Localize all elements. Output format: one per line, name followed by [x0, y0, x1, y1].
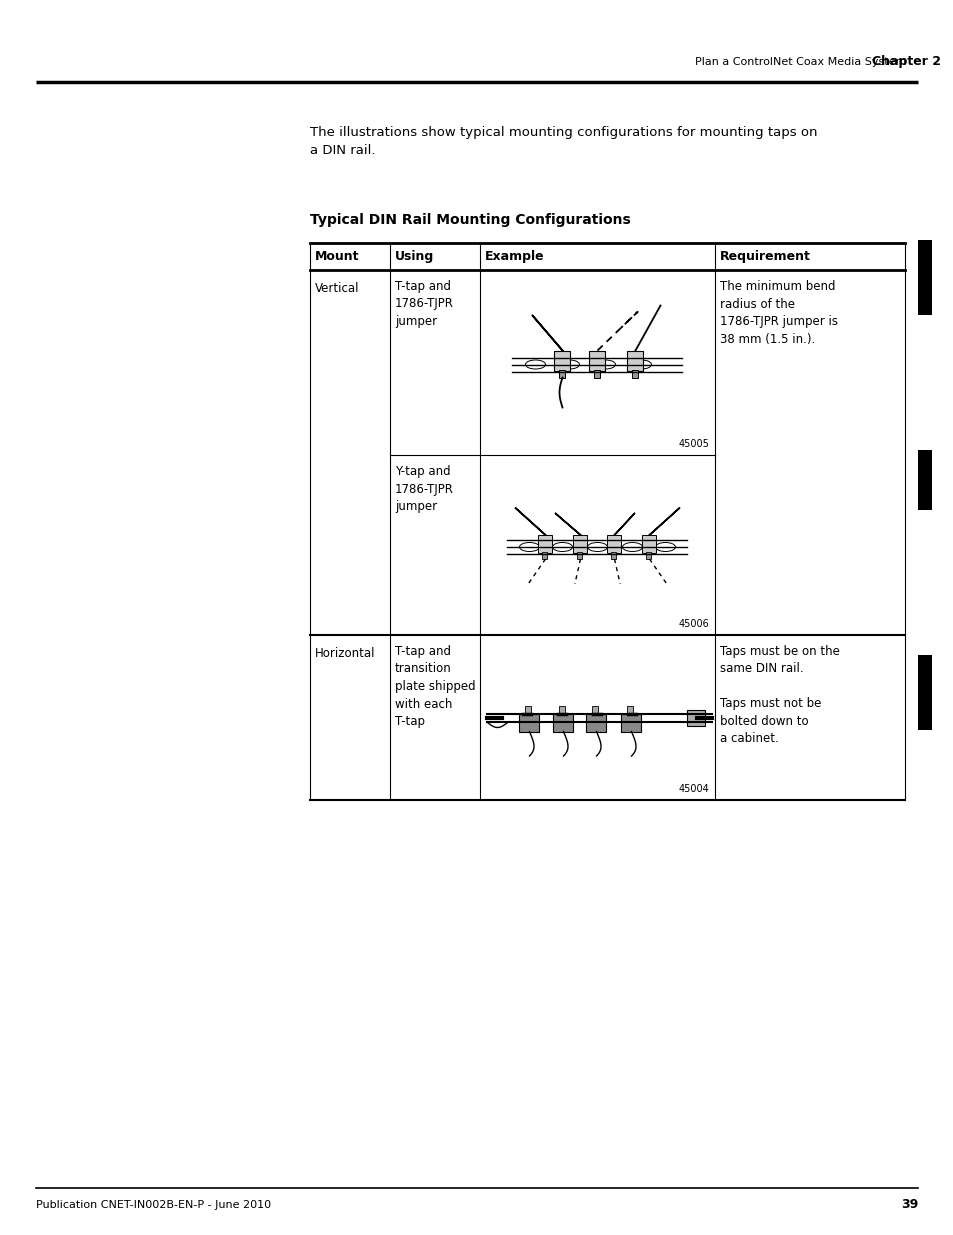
Bar — [917, 240, 931, 315]
Text: Mount: Mount — [314, 249, 359, 263]
Text: Example: Example — [484, 249, 544, 263]
Bar — [542, 552, 547, 559]
Bar — [586, 714, 606, 731]
Text: The illustrations show typical mounting configurations for mounting taps on
a DI: The illustrations show typical mounting … — [310, 126, 817, 157]
Text: 45004: 45004 — [678, 784, 708, 794]
Text: Publication CNET-IN002B-EN-P - June 2010: Publication CNET-IN002B-EN-P - June 2010 — [36, 1200, 271, 1210]
Bar — [525, 705, 531, 714]
Text: Typical DIN Rail Mounting Configurations: Typical DIN Rail Mounting Configurations — [310, 212, 630, 227]
Text: The minimum bend
radius of the
1786-TJPR jumper is
38 mm (1.5 in.).: The minimum bend radius of the 1786-TJPR… — [720, 280, 837, 346]
Text: Vertical: Vertical — [314, 282, 359, 295]
Text: Chapter 2: Chapter 2 — [871, 56, 940, 68]
Bar — [627, 705, 633, 714]
Text: 45006: 45006 — [678, 619, 708, 629]
Text: Requirement: Requirement — [720, 249, 810, 263]
Bar — [519, 714, 539, 731]
Bar — [573, 535, 587, 553]
Bar — [537, 535, 552, 553]
Bar — [917, 655, 931, 730]
Bar — [620, 714, 640, 731]
Bar — [554, 351, 570, 370]
Bar — [917, 450, 931, 510]
Bar — [589, 351, 605, 370]
Bar — [558, 369, 565, 378]
Text: 45005: 45005 — [678, 438, 708, 450]
Bar — [607, 535, 620, 553]
Bar — [577, 552, 582, 559]
Text: 39: 39 — [900, 1198, 917, 1212]
Bar — [627, 351, 643, 370]
Bar — [646, 552, 651, 559]
Text: Plan a ControlNet Coax Media System: Plan a ControlNet Coax Media System — [695, 57, 905, 67]
Bar — [641, 535, 656, 553]
Bar — [632, 369, 638, 378]
Bar — [558, 705, 565, 714]
Bar — [553, 714, 573, 731]
Text: Horizontal: Horizontal — [314, 647, 375, 659]
Text: Taps must be on the
same DIN rail.

Taps must not be
bolted down to
a cabinet.: Taps must be on the same DIN rail. Taps … — [720, 645, 839, 746]
Text: Using: Using — [395, 249, 434, 263]
Text: T-tap and
1786-TJPR
jumper: T-tap and 1786-TJPR jumper — [395, 280, 454, 329]
Bar — [592, 705, 598, 714]
Text: Y-tap and
1786-TJPR
jumper: Y-tap and 1786-TJPR jumper — [395, 466, 454, 513]
Bar — [594, 369, 599, 378]
Text: T-tap and
transition
plate shipped
with each
T-tap: T-tap and transition plate shipped with … — [395, 645, 476, 727]
Bar — [687, 709, 705, 725]
Bar — [611, 552, 616, 559]
